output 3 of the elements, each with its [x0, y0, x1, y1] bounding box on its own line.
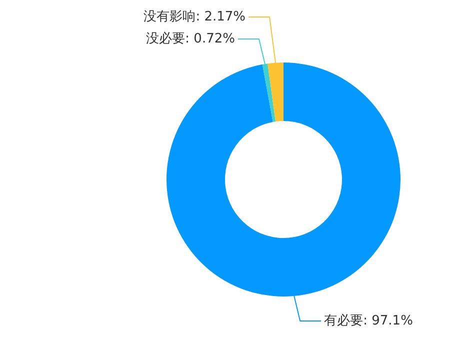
slice-label: 没必要: 0.72% [146, 31, 235, 46]
slice-label: 有必要: 97.1% [324, 313, 413, 328]
slice-label: 没有影响: 2.17% [144, 9, 246, 24]
